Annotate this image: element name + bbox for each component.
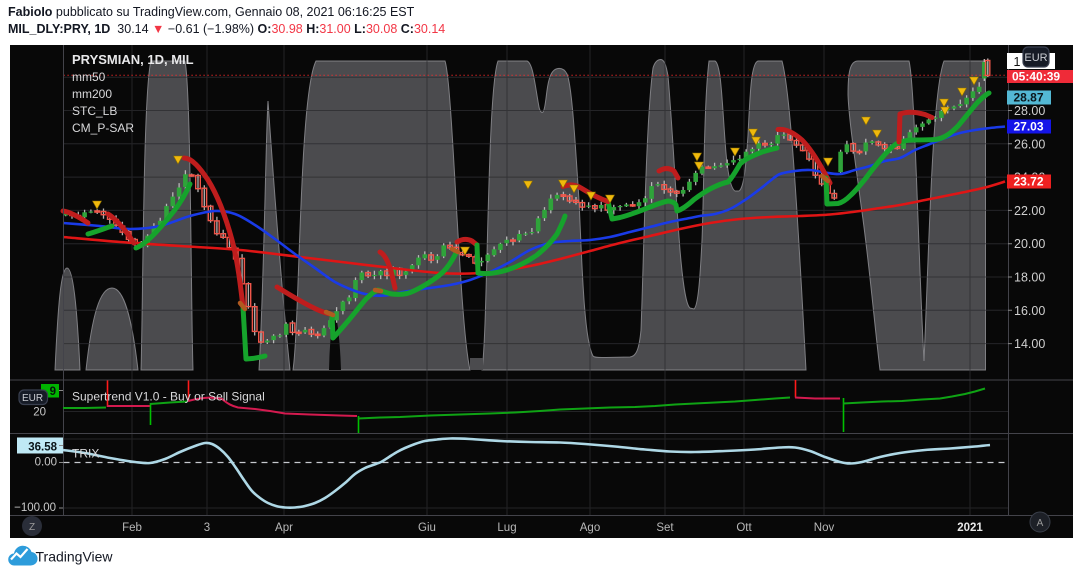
- svg-text:05:40:39: 05:40:39: [1012, 70, 1060, 84]
- svg-text:20.00: 20.00: [1014, 237, 1045, 251]
- svg-text:A: A: [1037, 518, 1044, 529]
- svg-text:28.00: 28.00: [1014, 104, 1045, 118]
- svg-text:1: 1: [1014, 55, 1021, 69]
- svg-text:Ott: Ott: [736, 522, 752, 534]
- svg-text:23.72: 23.72: [1014, 175, 1044, 189]
- svg-text:EUR: EUR: [22, 393, 43, 404]
- svg-text:EUR: EUR: [1024, 52, 1047, 64]
- svg-text:0.00: 0.00: [35, 457, 57, 469]
- svg-text:mm200: mm200: [72, 87, 112, 101]
- svg-text:TradingView: TradingView: [36, 549, 114, 565]
- svg-text:3: 3: [204, 522, 210, 534]
- svg-text:22.00: 22.00: [1014, 204, 1045, 218]
- svg-text:Z: Z: [29, 522, 35, 533]
- svg-text:18.00: 18.00: [1014, 271, 1045, 285]
- svg-text:16.00: 16.00: [1014, 304, 1045, 318]
- svg-text:Supertrend V1.0 - Buy or Sell: Supertrend V1.0 - Buy or Sell Signal: [72, 390, 265, 404]
- svg-text:26.00: 26.00: [1014, 137, 1045, 151]
- svg-text:Feb: Feb: [122, 522, 142, 534]
- svg-text:Apr: Apr: [275, 522, 293, 534]
- svg-text:Lug: Lug: [497, 522, 516, 534]
- svg-text:CM_P-SAR: CM_P-SAR: [72, 121, 134, 135]
- svg-text:TRIX: TRIX: [72, 447, 99, 461]
- svg-text:28.87: 28.87: [1014, 91, 1044, 105]
- svg-text:27.03: 27.03: [1014, 120, 1044, 134]
- svg-text:20: 20: [33, 407, 46, 419]
- svg-text:36.58: 36.58: [28, 442, 57, 454]
- svg-text:2021: 2021: [957, 522, 983, 534]
- svg-text:mm50: mm50: [72, 70, 106, 84]
- svg-text:Giu: Giu: [418, 522, 436, 534]
- svg-text:−100.00: −100.00: [14, 502, 56, 514]
- svg-text:Nov: Nov: [814, 522, 835, 534]
- svg-text:Ago: Ago: [580, 522, 600, 534]
- svg-text:PRYSMIAN, 1D, MIL: PRYSMIAN, 1D, MIL: [72, 52, 194, 67]
- svg-text:Set: Set: [656, 522, 674, 534]
- svg-text:STC_LB: STC_LB: [72, 104, 117, 118]
- svg-text:9: 9: [50, 386, 56, 398]
- svg-text:14.00: 14.00: [1014, 337, 1045, 351]
